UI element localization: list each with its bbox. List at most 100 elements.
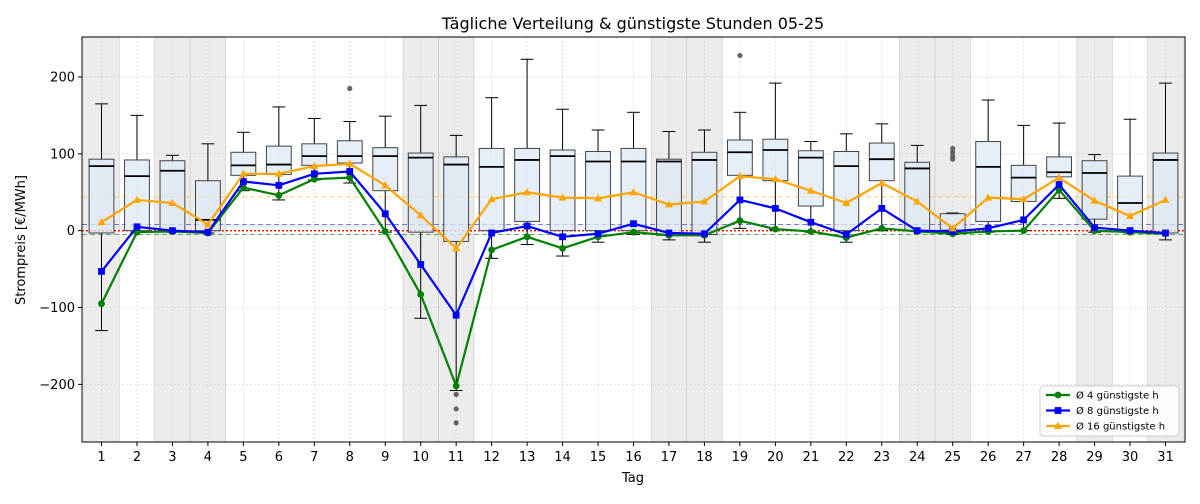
series-point (239, 178, 247, 185)
x-tick-label: 16 (625, 450, 642, 465)
x-tick-label: 10 (412, 450, 429, 465)
legend: Ø 4 günstigste h Ø 8 günstigste h Ø 16 gün… (1039, 385, 1180, 437)
x-tick-label: 7 (310, 450, 318, 465)
x-tick-label: 1 (97, 450, 105, 465)
box-outlier (453, 391, 459, 397)
series-point (665, 229, 673, 237)
x-tick-label: 26 (980, 450, 997, 465)
box-body (833, 151, 860, 232)
x-tick-label: 4 (204, 450, 212, 465)
series-point (806, 186, 815, 194)
series-point (98, 300, 105, 308)
box-outlier (453, 406, 459, 412)
x-tick-label: 3 (168, 450, 176, 465)
box-body (585, 151, 611, 232)
box-outlier (737, 52, 743, 59)
box-body (159, 160, 186, 232)
box-body (656, 158, 682, 236)
series-point (310, 170, 318, 178)
box-body (443, 156, 470, 242)
series-point (878, 204, 886, 212)
series-point (559, 233, 566, 241)
x-tick-label: 18 (696, 450, 713, 465)
series-point (417, 261, 425, 268)
series-point (1054, 407, 1062, 414)
series-point (771, 225, 779, 233)
chart-title: Tägliche Verteilung & günstigste Stunden… (441, 14, 824, 33)
x-tick-label: 31 (1157, 450, 1174, 465)
series-point (168, 198, 177, 206)
box-body (407, 152, 434, 233)
x-tick-label: 11 (448, 450, 465, 465)
series-point (1019, 194, 1028, 203)
box-body (797, 150, 824, 207)
box-body (868, 142, 895, 182)
series-point (1126, 227, 1134, 235)
series-point (523, 188, 532, 196)
x-tick-label: 24 (909, 450, 926, 465)
series-point (275, 191, 283, 199)
x-axis-label: Tag (621, 471, 644, 486)
series-point (1091, 224, 1098, 231)
series-point (381, 228, 389, 235)
series-point (452, 311, 460, 319)
x-tick-label: 28 (1051, 450, 1068, 465)
series-point (346, 168, 354, 175)
series-point (310, 161, 319, 170)
y-tick-label: 100 (50, 147, 75, 162)
x-tick-label: 30 (1122, 450, 1139, 465)
series-point (949, 228, 957, 235)
series-point (878, 224, 886, 232)
box-body (762, 138, 789, 182)
series-point (1126, 211, 1135, 220)
series-point (203, 220, 212, 228)
x-tick-label: 17 (661, 450, 678, 465)
x-tick-label: 25 (944, 450, 961, 465)
series-point (735, 171, 744, 180)
y-tick-label: −200 (39, 378, 75, 393)
series-point (736, 196, 744, 204)
x-tick-label: 20 (767, 450, 784, 465)
x-tick-label: 14 (554, 450, 571, 465)
box-body (549, 149, 576, 232)
series-point (1054, 421, 1062, 429)
series-point (381, 181, 390, 189)
series-point (664, 200, 673, 208)
legend-label: Ø 8 günstigste h (1076, 405, 1159, 417)
series-point (1162, 229, 1169, 237)
series-point (416, 211, 425, 219)
box-body (726, 139, 753, 176)
box-body (1081, 160, 1108, 220)
series-point (346, 174, 354, 182)
series-point (310, 175, 318, 183)
box-body (124, 159, 150, 232)
y-tick-label: −100 (39, 301, 75, 316)
series-point (807, 218, 815, 226)
series-point (559, 244, 566, 252)
series-point (736, 217, 744, 225)
series-point (381, 210, 389, 218)
series-point (275, 181, 283, 189)
box-outlier (347, 85, 353, 92)
y-tick-label: 0 (67, 224, 75, 239)
x-tick-label: 21 (803, 450, 820, 465)
series-point (913, 227, 921, 235)
series-point (771, 204, 779, 212)
x-tick-label: 19 (732, 450, 749, 465)
x-tick-label: 12 (483, 450, 500, 465)
x-tick-label: 6 (275, 450, 283, 465)
series-point (701, 230, 708, 238)
series-point (594, 194, 603, 202)
legend-label: Ø 4 günstigste h (1076, 390, 1159, 402)
series-point (345, 159, 354, 167)
series-point (1090, 196, 1099, 204)
y-axis-label: Strompreis [€/MWh] (14, 175, 29, 305)
series-point (842, 198, 851, 206)
series-point (842, 231, 850, 238)
series-point (487, 194, 496, 203)
series-point (523, 222, 531, 230)
series-point (488, 229, 496, 237)
x-tick-label: 29 (1086, 450, 1103, 465)
